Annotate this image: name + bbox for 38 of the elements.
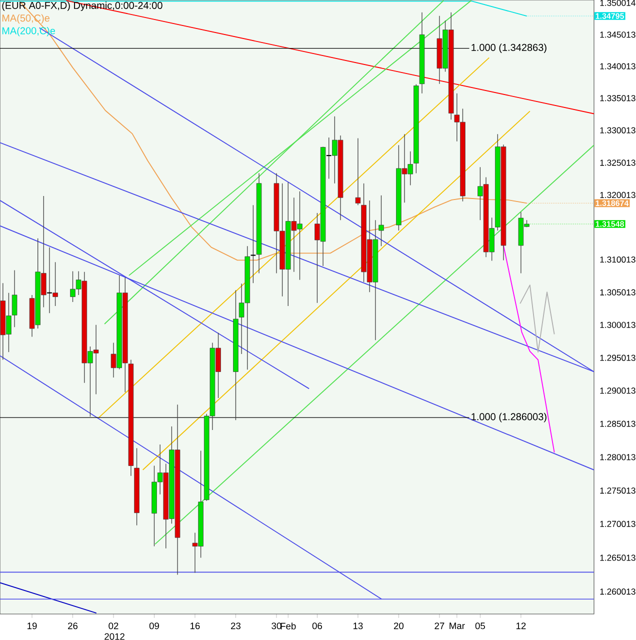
y-tick-label: 1.275013	[600, 488, 636, 494]
y-tick-label: 1.290013	[600, 388, 636, 394]
x-tick-label: 12	[516, 622, 526, 630]
x-tick-label: 05	[475, 622, 485, 630]
x-tick-label: 16	[190, 622, 200, 630]
y-tick-label: 1.295013	[600, 354, 636, 361]
annotation: 1.31548	[596, 221, 624, 227]
x-tick-label: 30	[272, 622, 282, 630]
y-tick-label: 1.325013	[600, 160, 636, 166]
x-tick-label: 06	[312, 622, 322, 630]
ref-line-label: 1.000 (1.342863)	[472, 44, 546, 53]
y-tick-label: 1.285013	[600, 420, 636, 427]
ref-line-label: 1.000 (1.286003)	[472, 412, 546, 422]
annotation: 1.318674	[596, 200, 629, 206]
x-tick-label: Mar	[450, 622, 465, 630]
y-tick-label: 1.305013	[600, 289, 636, 296]
x-tick-label: Feb	[280, 622, 296, 630]
x-tick-label: 09	[149, 622, 159, 630]
y-tick-label: 1.260013	[600, 588, 636, 595]
y-tick-label: 1.265013	[600, 554, 636, 561]
y-tick-label: 1.350014	[600, 0, 636, 6]
y-tick-label: 1.270013	[600, 520, 636, 527]
x-tick-label: 19	[28, 622, 37, 630]
y-tick-label: 1.335013	[600, 95, 636, 102]
y-tick-label: 1.280013	[600, 454, 636, 460]
y-tick-label: 1.310013	[600, 256, 636, 263]
y-tick-label: 1.340013	[600, 63, 636, 70]
y-tick-label: 1.330013	[600, 127, 636, 134]
x-tick-label: 23	[231, 622, 240, 630]
x-tick-label: 26	[68, 622, 78, 630]
y-tick-label: 1.320013	[600, 192, 636, 198]
annotation: 1.34795	[596, 13, 624, 19]
x-tick-label: 13	[353, 622, 363, 630]
y-tick-label: 1.345013	[600, 32, 636, 38]
y-tick-label: 1.300013	[600, 322, 636, 328]
x-tick-label: 27	[434, 622, 444, 630]
x-tick-label: 20	[394, 622, 404, 630]
x-tick-label: 02 2012	[104, 622, 124, 640]
